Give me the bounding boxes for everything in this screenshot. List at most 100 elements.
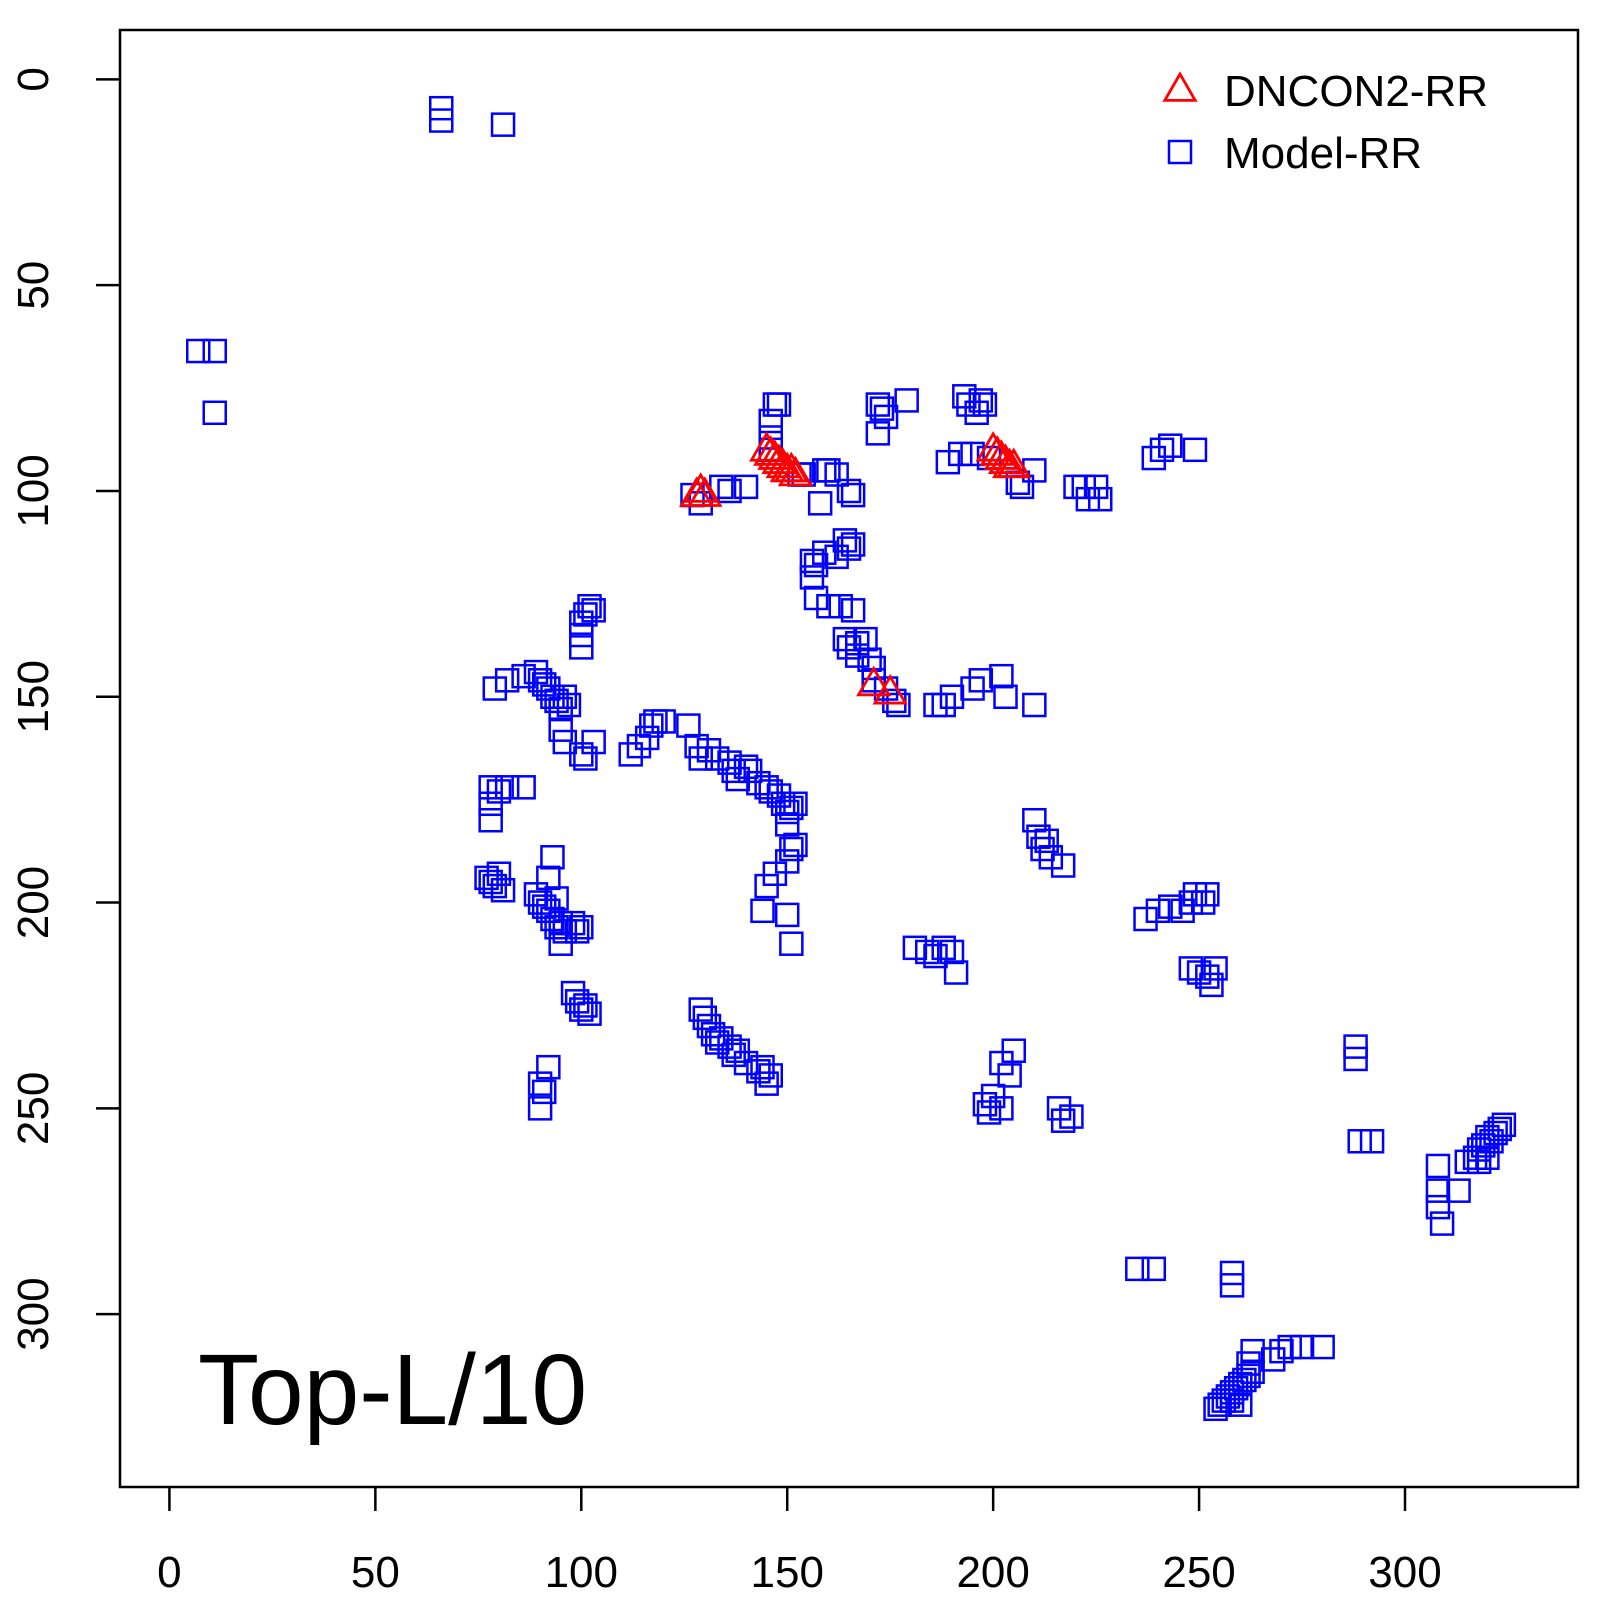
model-rr-point bbox=[931, 692, 956, 718]
model-rr-point bbox=[844, 631, 870, 656]
model-rr-point bbox=[560, 910, 586, 936]
model-rr-point bbox=[750, 1054, 775, 1080]
model-rr-point bbox=[1190, 890, 1216, 915]
model-rr-point bbox=[1466, 1149, 1492, 1175]
model-rr-point bbox=[523, 659, 549, 685]
x-tick-label: 50 bbox=[351, 1548, 400, 1597]
model-rr-point bbox=[774, 902, 800, 928]
model-rr-point bbox=[700, 1022, 726, 1047]
model-rr-point bbox=[1219, 1388, 1245, 1413]
dncon2-rr-point bbox=[987, 443, 1024, 474]
model-rr-point bbox=[1475, 1124, 1500, 1150]
model-rr-point bbox=[1479, 1129, 1504, 1154]
model-rr-point bbox=[947, 441, 973, 467]
model-rr-point bbox=[531, 894, 557, 919]
model-rr-point bbox=[511, 775, 536, 800]
model-rr-point bbox=[1228, 1392, 1253, 1417]
y-tick-label: 100 bbox=[9, 454, 58, 527]
model-rr-point bbox=[1471, 1133, 1496, 1158]
model-rr-point bbox=[1359, 1129, 1385, 1154]
model-rr-point bbox=[869, 396, 895, 421]
model-rr-point bbox=[1491, 1112, 1517, 1138]
model-rr-point bbox=[1240, 1359, 1265, 1385]
model-rr-point bbox=[494, 668, 520, 693]
model-rr-point bbox=[531, 672, 557, 697]
dncon2-rr-point bbox=[757, 439, 793, 470]
model-rr-point bbox=[989, 1050, 1014, 1076]
model-rr-point bbox=[1026, 824, 1051, 849]
model-rr-point bbox=[540, 684, 565, 710]
x-tick-label: 100 bbox=[545, 1548, 618, 1597]
model-rr-point bbox=[478, 807, 503, 833]
model-rr-point bbox=[836, 478, 862, 504]
model-rr-point bbox=[853, 626, 878, 652]
model-rr-point bbox=[1203, 956, 1228, 981]
model-rr-point bbox=[1158, 433, 1183, 458]
model-rr-point bbox=[803, 585, 829, 611]
model-rr-point bbox=[923, 692, 948, 718]
model-rr-point bbox=[581, 598, 606, 623]
model-rr-point bbox=[1075, 486, 1101, 512]
model-rr-point bbox=[540, 845, 565, 870]
model-rr-point bbox=[799, 548, 825, 574]
model-rr-point bbox=[626, 733, 652, 759]
model-rr-point bbox=[931, 935, 956, 961]
model-rr-point bbox=[774, 799, 800, 825]
model-rr-point bbox=[1219, 1273, 1245, 1298]
model-rr-point bbox=[552, 919, 578, 944]
dncon2-rr-point bbox=[856, 665, 892, 697]
model-rr-point bbox=[1240, 1338, 1265, 1364]
model-rr-point bbox=[494, 775, 520, 800]
model-rr-point bbox=[721, 1042, 746, 1068]
model-rr-point bbox=[527, 1071, 553, 1096]
model-rr-point bbox=[1343, 1034, 1368, 1059]
model-rr-point bbox=[1186, 960, 1212, 985]
dncon2-rr-point bbox=[979, 435, 1015, 466]
model-rr-point bbox=[758, 1063, 783, 1088]
y-tick-label: 300 bbox=[9, 1277, 58, 1350]
annotation-top-l10: Top-L/10 bbox=[198, 1334, 587, 1446]
plot-area bbox=[118, 28, 1580, 1489]
model-rr-point bbox=[902, 935, 928, 961]
model-rr-point bbox=[750, 898, 775, 924]
model-rr-point bbox=[861, 655, 886, 681]
model-rr-point bbox=[490, 877, 516, 903]
model-rr-point bbox=[482, 873, 508, 899]
model-rr-point bbox=[486, 861, 512, 886]
model-rr-point bbox=[935, 449, 961, 475]
model-rr-point bbox=[960, 441, 985, 467]
y-tick-label: 250 bbox=[9, 1072, 58, 1145]
model-rr-point bbox=[527, 1096, 553, 1121]
model-rr-point bbox=[1030, 836, 1055, 862]
model-rr-point bbox=[737, 758, 763, 784]
model-rr-point bbox=[688, 491, 713, 516]
model-rr-point bbox=[828, 593, 854, 619]
model-rr-point bbox=[202, 338, 227, 364]
model-rr-point bbox=[779, 795, 804, 821]
model-rr-point bbox=[1195, 964, 1220, 989]
model-rr-point bbox=[754, 873, 779, 899]
model-rr-point bbox=[536, 1054, 561, 1080]
model-rr-point bbox=[943, 960, 969, 985]
model-rr-point bbox=[717, 750, 742, 775]
model-rr-point bbox=[1236, 1351, 1261, 1376]
model-rr-point bbox=[651, 709, 676, 734]
model-rr-point bbox=[684, 733, 709, 759]
model-rr-point bbox=[1083, 474, 1109, 500]
model-rr-point bbox=[1022, 458, 1047, 483]
model-rr-point bbox=[1170, 898, 1195, 924]
model-rr-point bbox=[840, 532, 866, 557]
model-rr-point bbox=[968, 668, 994, 693]
model-rr-point bbox=[429, 108, 454, 133]
model-rr-point bbox=[564, 989, 590, 1014]
model-rr-point bbox=[717, 478, 742, 504]
model-rr-point bbox=[1223, 1375, 1249, 1401]
model-rr-point bbox=[758, 408, 783, 434]
model-rr-point bbox=[733, 754, 759, 779]
model-rr-point bbox=[556, 692, 582, 718]
y-tick-label: 0 bbox=[9, 67, 58, 91]
model-rr-point bbox=[1203, 1396, 1228, 1422]
model-rr-point bbox=[733, 1050, 759, 1076]
model-rr-point bbox=[1347, 1129, 1372, 1154]
model-rr-point bbox=[676, 713, 701, 738]
